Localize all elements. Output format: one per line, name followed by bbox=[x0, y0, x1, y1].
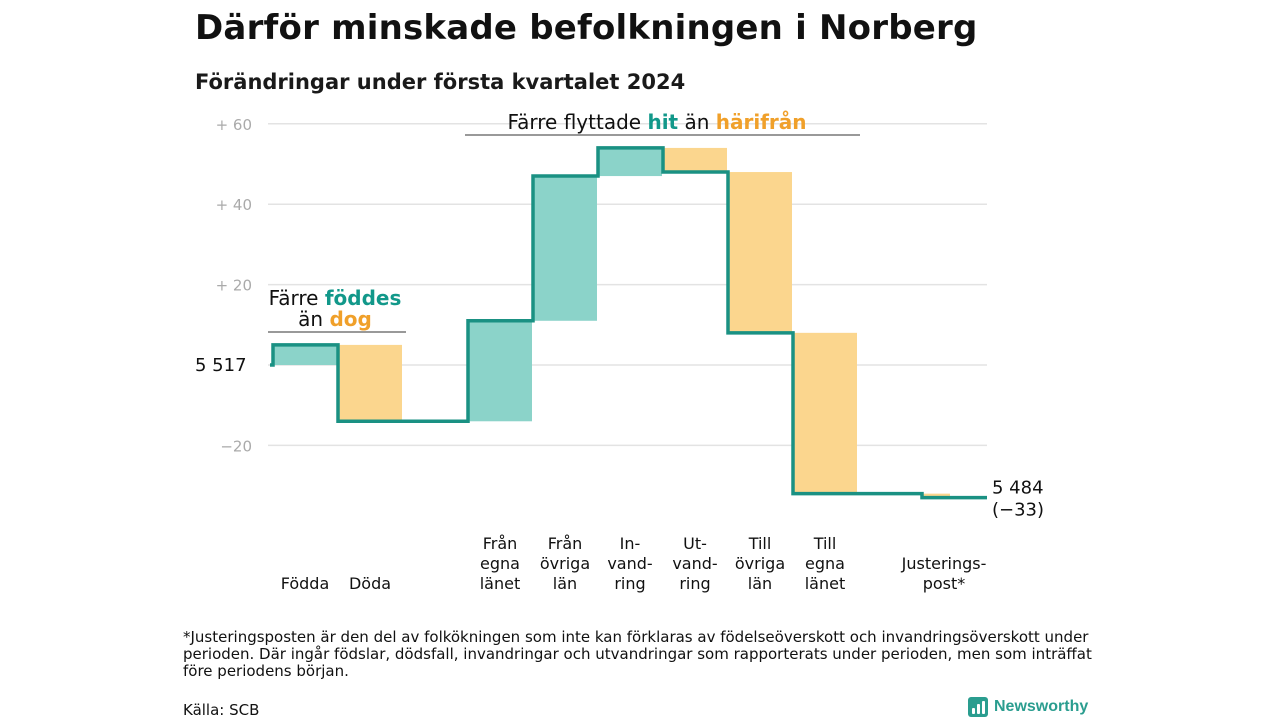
bar-6 bbox=[663, 147, 727, 173]
category-label: länet bbox=[805, 574, 846, 593]
y-tick-label: + 20 bbox=[216, 277, 252, 295]
category-label: Döda bbox=[349, 574, 391, 593]
start-value-label: 5 517 bbox=[195, 355, 247, 376]
source-label: Källa: SCB bbox=[183, 701, 260, 719]
category-label: Till bbox=[813, 534, 837, 553]
y-tick-label: −20 bbox=[220, 437, 252, 455]
bar-1 bbox=[273, 344, 337, 365]
y-tick-label: + 40 bbox=[216, 196, 252, 214]
bar-chart-icon bbox=[968, 697, 988, 717]
category-label: övriga bbox=[735, 554, 785, 573]
category-label: Till bbox=[748, 534, 772, 553]
category-label: länet bbox=[480, 574, 521, 593]
brand-logo: Newsworthy bbox=[968, 697, 1088, 717]
bar-9 bbox=[922, 493, 950, 498]
bar-5 bbox=[598, 147, 662, 177]
category-label: Justerings- bbox=[901, 554, 987, 573]
chart-title: Därför minskade befolkningen i Norberg bbox=[195, 8, 978, 48]
category-label: Från bbox=[483, 534, 518, 553]
bar-7 bbox=[728, 172, 792, 333]
category-label: Födda bbox=[281, 574, 330, 593]
migration-annotation-text: Färre flyttade hit än härifrån bbox=[507, 110, 806, 134]
category-label: län bbox=[553, 574, 577, 593]
births-annotation-line1: Färre föddes bbox=[269, 286, 402, 310]
category-label: post* bbox=[923, 574, 966, 593]
y-tick-label: + 60 bbox=[216, 116, 252, 134]
migration-annotation: Färre flyttade hit än härifrån bbox=[465, 110, 860, 136]
waterfall-chart: + 60+ 40+ 20−20 Födda DödaFrånegnalänetFr… bbox=[195, 110, 1044, 593]
labels: Födda DödaFrånegnalänetFrånövrigalänIn-va… bbox=[195, 355, 1044, 593]
end-value-label: 5 484 bbox=[992, 478, 1044, 499]
category-label: vand- bbox=[672, 554, 717, 573]
births-annotation-line2: än dog bbox=[298, 307, 372, 331]
running-total-line bbox=[270, 146, 987, 500]
category-label: Från bbox=[548, 534, 583, 553]
running-total bbox=[270, 146, 987, 500]
bar-8 bbox=[793, 332, 857, 494]
category-label: vand- bbox=[607, 554, 652, 573]
bars bbox=[273, 147, 950, 498]
category-label: ring bbox=[679, 574, 710, 593]
category-label: övriga bbox=[540, 554, 590, 573]
bar-4 bbox=[533, 176, 597, 321]
chart-subtitle: Förändringar under första kvartalet 2024 bbox=[195, 70, 686, 94]
category-label: egna bbox=[805, 554, 845, 573]
brand-name: Newsworthy bbox=[994, 698, 1089, 715]
bar-3 bbox=[468, 320, 532, 422]
category-label: Ut- bbox=[683, 534, 707, 553]
births-annotation: Färre föddes än dog bbox=[268, 286, 406, 333]
bar-2 bbox=[338, 344, 402, 422]
category-label: ring bbox=[614, 574, 645, 593]
gridlines: + 60 + 40 + 20 −20 bbox=[216, 116, 987, 455]
category-label: län bbox=[748, 574, 772, 593]
category-label: egna bbox=[480, 554, 520, 573]
end-change-label: (−33) bbox=[992, 500, 1044, 521]
category-label: In- bbox=[620, 534, 641, 553]
footnote: *Justeringsposten är den del av folkökni… bbox=[183, 628, 1092, 680]
